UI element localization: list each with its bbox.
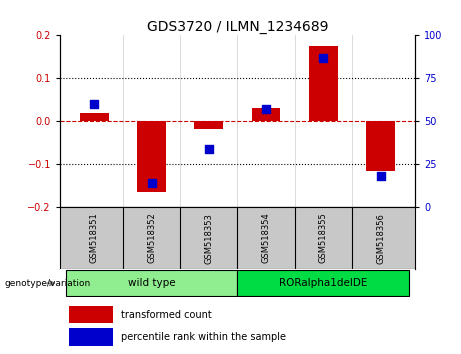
Bar [137,121,166,192]
Text: transformed count: transformed count [121,309,212,320]
Bar [252,108,280,121]
Text: GSM518354: GSM518354 [261,213,271,263]
Point [319,55,327,61]
Bar [195,121,223,129]
Point [91,101,98,107]
Text: wild type: wild type [128,278,175,288]
Point [205,146,213,152]
Text: genotype/variation: genotype/variation [5,279,91,288]
Text: percentile rank within the sample: percentile rank within the sample [121,332,286,342]
Title: GDS3720 / ILMN_1234689: GDS3720 / ILMN_1234689 [147,21,328,34]
Point [148,180,155,186]
Bar [69,328,113,346]
Bar [69,306,113,323]
Point [262,107,270,112]
Text: GSM518356: GSM518356 [376,213,385,263]
Text: GSM518355: GSM518355 [319,213,328,263]
Text: GSM518353: GSM518353 [204,213,213,263]
Text: GSM518351: GSM518351 [90,213,99,263]
Bar [366,121,395,171]
Bar [237,270,409,296]
Point [377,173,384,179]
Text: RORalpha1delDE: RORalpha1delDE [279,278,367,288]
Bar [309,46,337,121]
Bar [80,113,109,121]
Bar [65,270,237,296]
Text: GSM518352: GSM518352 [147,213,156,263]
